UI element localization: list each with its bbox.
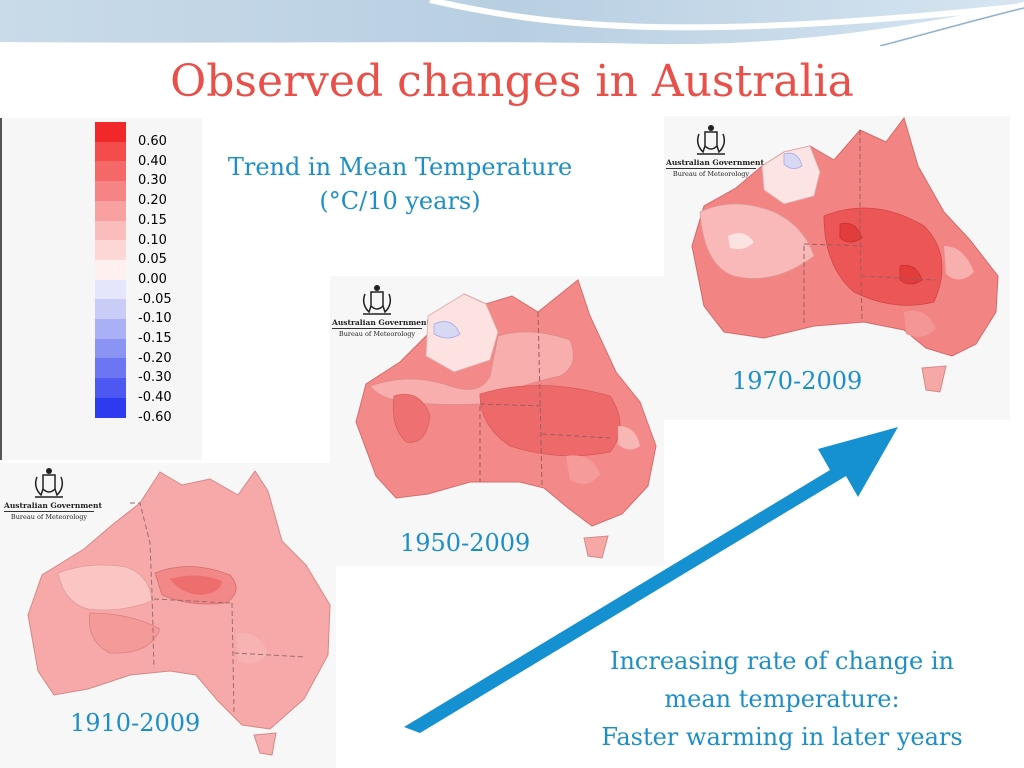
legend-label: -0.40	[138, 390, 172, 406]
bom-logo: Australian Government Bureau of Meteorol…	[4, 467, 102, 521]
coat-of-arms-icon	[34, 468, 64, 498]
australia-map-1950-2009	[355, 279, 657, 559]
period-label: 1950-2009	[400, 529, 531, 557]
trend-caption: Increasing rate of change in mean temper…	[562, 642, 1002, 756]
logo-government-text: Australian Government	[332, 318, 430, 329]
legend-swatch	[95, 181, 126, 202]
legend-swatch	[95, 259, 126, 280]
legend-label: -0.15	[138, 331, 172, 346]
legend-label: -0.05	[138, 291, 172, 307]
caption-line2: mean temperature:	[664, 685, 900, 713]
bom-logo: Australian Government Bureau of Meteorol…	[666, 124, 764, 178]
legend-label: 0.40	[138, 153, 167, 169]
logo-government-text: Australian Government	[4, 501, 102, 512]
trend-title-line1: Trend in Mean Temperature	[227, 153, 573, 181]
legend-swatch	[95, 358, 126, 379]
caption-line1: Increasing rate of change in	[609, 647, 954, 675]
legend-swatch	[95, 378, 126, 399]
legend-label: 0.20	[138, 193, 167, 209]
legend-label: -0.20	[138, 350, 172, 366]
bom-logo: Australian Government Bureau of Meteorol…	[332, 284, 430, 338]
increasing-trend-arrow	[404, 427, 898, 733]
caption-line3: Faster warming in later years	[601, 723, 963, 751]
logo-bureau-text: Bureau of Meteorology	[10, 513, 88, 521]
period-label: 1970-2009	[732, 367, 863, 395]
logo-bureau-text: Bureau of Meteorology	[672, 170, 750, 178]
legend-swatch	[95, 122, 126, 142]
legend-label: 0.10	[138, 232, 167, 248]
legend-swatch	[95, 240, 126, 261]
legend-swatch	[95, 200, 126, 221]
period-label: 1910-2009	[70, 709, 201, 737]
legend-swatch	[95, 397, 126, 418]
legend-label: 0.00	[138, 271, 167, 287]
legend-label: -0.60	[138, 409, 172, 425]
legend-label: 0.15	[138, 212, 167, 228]
legend-swatch	[95, 338, 126, 359]
legend-swatch	[95, 220, 126, 241]
legend-swatch	[95, 161, 126, 182]
logo-government-text: Australian Government	[666, 158, 764, 169]
logo-bureau-text: Bureau of Meteorology	[338, 330, 416, 338]
legend-label: 0.05	[138, 252, 167, 268]
trend-title-line2: (°C/10 years)	[319, 187, 481, 215]
legend-label: -0.10	[138, 311, 172, 327]
coat-of-arms-icon	[696, 125, 726, 155]
map-1950-2009: Australian Government Bureau of Meteorol…	[330, 276, 664, 566]
temperature-trend-legend: 0.60 0.40 0.30 0.20 0.15 0.10 0.05 0.00 -0.05 -0.…	[0, 118, 202, 460]
legend-swatch	[95, 319, 126, 339]
coat-of-arms-icon	[362, 285, 392, 315]
legend-label: 0.60	[138, 134, 167, 149]
map-1970-2009: Australian Government Bureau of Meteorol…	[664, 116, 1010, 420]
map-1910-2009: Australian Government Bureau of Meteorol…	[0, 463, 336, 768]
slide-title: Observed changes in Australia	[170, 56, 854, 107]
legend-label: -0.30	[138, 370, 172, 386]
header-wave-decoration	[0, 0, 1024, 46]
legend-swatch	[95, 299, 126, 320]
australia-map-1910-2009	[27, 470, 331, 756]
legend-swatch	[95, 279, 126, 300]
trend-title: Trend in Mean Temperature (°C/10 years)	[180, 150, 620, 218]
australia-map-1970-2009	[691, 116, 999, 393]
legend-swatch	[95, 141, 126, 162]
legend-label: 0.30	[138, 173, 167, 189]
